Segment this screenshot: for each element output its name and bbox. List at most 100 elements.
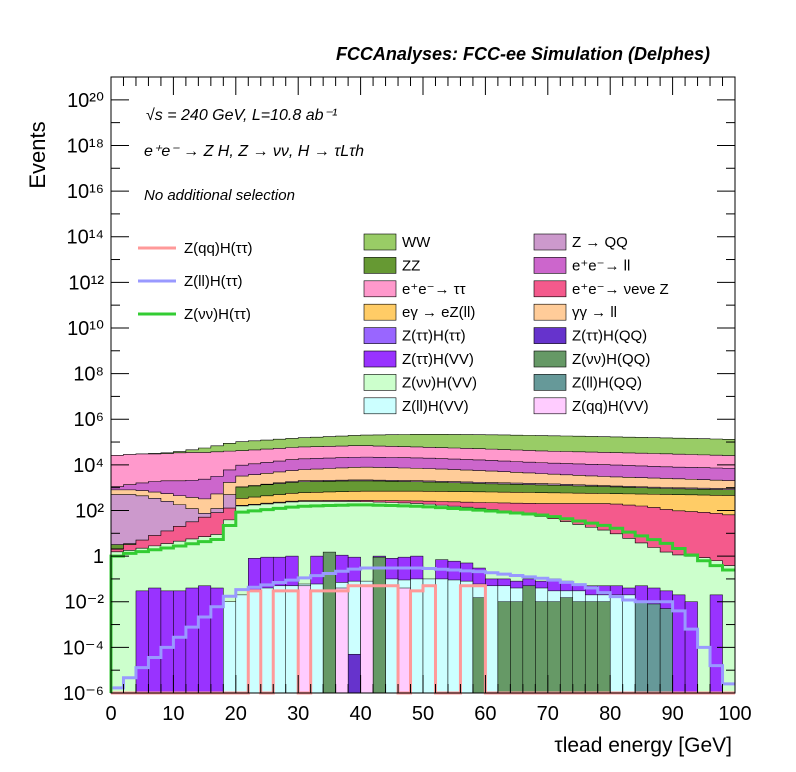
annotation-process: e⁺e⁻ → Z H, Z → νν, H → τLτh xyxy=(144,143,364,160)
signal-bar-76 xyxy=(510,601,524,694)
legend-box-swatch xyxy=(363,327,397,344)
legend-signals: Z(qq)H(ττ) Z(ll)H(ττ) Z(νν)H(ττ) xyxy=(138,240,253,323)
signal-bar-3 xyxy=(173,590,187,694)
legend-box-swatch xyxy=(533,257,567,274)
signal-bar-80 xyxy=(560,597,574,694)
legend-label: WW xyxy=(402,234,431,251)
signal-bar-2 xyxy=(160,590,174,694)
legend-label: Z(νν)H(QQ) xyxy=(572,351,650,368)
legend-box-swatch xyxy=(533,327,567,344)
legend-label: Z(ll)H(VV) xyxy=(402,398,469,415)
y-tick-label: 10¹² xyxy=(68,272,104,294)
y-tick-label: 1 xyxy=(93,546,104,568)
legend-box-swatch xyxy=(363,350,397,368)
signal-bar-86 xyxy=(659,608,673,694)
legend-box-swatch xyxy=(363,280,397,298)
legend-box-swatch xyxy=(363,233,397,251)
legend-label: Z(ττ)H(VV) xyxy=(402,351,474,368)
y-tick-labels: 10⁻⁶ 10⁻⁴ 10⁻² 1 10² 10⁴ 10⁶ 10⁸ 10¹⁰ 10¹² 10¹⁴ 10¹… xyxy=(63,90,105,705)
signal-bar-41 xyxy=(235,594,249,694)
signal-bar-5 xyxy=(198,585,212,694)
legend-box-swatch xyxy=(533,374,567,391)
legend-label: γγ → ll xyxy=(572,304,617,321)
signal-bar-74 xyxy=(472,597,486,694)
annotation-selection: No additional selection xyxy=(144,187,295,204)
signal-bar-57 xyxy=(447,579,461,694)
x-tick-label: 90 xyxy=(661,703,683,725)
y-tick-label: 10⁻⁶ xyxy=(63,683,104,705)
signal-bar-1 xyxy=(148,587,162,694)
chart-title: FCCAnalyses: FCC-ee Simulation (Delphes) xyxy=(336,44,710,64)
signal-bar-83 xyxy=(597,601,611,694)
signal-bar-43 xyxy=(260,587,274,694)
y-tick-label: 10¹⁴ xyxy=(67,227,105,249)
legend-label: ZZ xyxy=(402,257,420,274)
legend-label: Z(qq)H(ττ) xyxy=(184,240,253,257)
x-tick-label: 0 xyxy=(105,703,116,725)
y-tick-label: 10²⁰ xyxy=(67,90,104,112)
legend-label: eγ → eZ(ll) xyxy=(402,304,475,321)
legend-label: e⁺e⁻→ ττ xyxy=(402,281,466,298)
signal-bar-4 xyxy=(185,587,199,694)
signal-bar-39 xyxy=(709,594,723,694)
signal-bar-55 xyxy=(422,578,436,694)
signal-bar-85 xyxy=(647,603,661,694)
y-tick-label: 10⁴ xyxy=(73,455,104,477)
legend-label: Z(ττ)H(QQ) xyxy=(572,328,647,345)
signal-bar-78 xyxy=(535,601,549,694)
legend-backgrounds-1: WW ZZ e⁺e⁻→ ττ eγ → eZ(ll) Z(ττ)H(ττ) Z(ττ)H(… xyxy=(363,233,477,415)
legend-label: Z(ll)H(QQ) xyxy=(572,374,642,391)
signal-bar-44 xyxy=(272,585,286,694)
legend-box-swatch xyxy=(363,397,397,415)
legend-label: e⁺e⁻→ ll xyxy=(572,257,630,274)
signal-bar-0 xyxy=(135,590,149,694)
x-tick-label: 30 xyxy=(287,703,309,725)
y-tick-label: 10⁸ xyxy=(73,364,104,386)
signal-bar-40 xyxy=(223,601,237,694)
legend-box-swatch xyxy=(363,257,397,274)
legend-box-swatch xyxy=(363,303,397,321)
y-tick-label: 10⁻⁴ xyxy=(63,637,104,659)
legend-label: Z(νν)H(VV) xyxy=(402,374,477,391)
signal-bar-89 xyxy=(335,587,349,694)
y-tick-label: 10¹⁰ xyxy=(67,318,104,340)
legend-label: Z(ττ)H(ττ) xyxy=(402,328,466,345)
signal-bar-47 xyxy=(310,583,324,694)
signal-bar-79 xyxy=(547,601,561,694)
signal-bar-45 xyxy=(285,585,299,694)
signal-bar-88 xyxy=(297,585,311,694)
signal-bar-71 xyxy=(622,594,636,694)
x-axis-label: τlead energy [GeV] xyxy=(554,734,732,757)
axis-ticks xyxy=(110,76,736,694)
x-tick-label: 40 xyxy=(349,703,371,725)
x-tick-label: 80 xyxy=(599,703,621,725)
x-tick-label: 20 xyxy=(225,703,247,725)
y-axis-label: Events xyxy=(25,121,50,188)
signal-bar-58 xyxy=(460,580,474,694)
legend-label: e⁺e⁻→ νeνe Z xyxy=(572,281,669,298)
signal-bar-54 xyxy=(410,578,424,694)
legend-label: Z(qq)H(VV) xyxy=(572,398,649,415)
signal-line-1 xyxy=(109,566,735,693)
y-tick-label: 10¹⁶ xyxy=(67,181,104,203)
signal-bar-82 xyxy=(584,601,598,694)
signal-bar-38 xyxy=(684,601,698,694)
signal-bar-42 xyxy=(248,590,262,694)
legend-box-swatch xyxy=(363,374,397,391)
legend-label: Z(ll)H(ττ) xyxy=(184,273,243,290)
legend-box-swatch xyxy=(533,233,567,251)
x-tick-label: 10 xyxy=(162,703,184,725)
x-tick-labels: 0 10 20 30 40 50 60 70 80 90 100 xyxy=(105,703,751,725)
legend-label: Z → QQ xyxy=(572,234,628,251)
y-tick-label: 10² xyxy=(75,500,104,522)
legend-box-swatch xyxy=(533,303,567,321)
signal-bar-70 xyxy=(609,594,623,694)
signal-line-2 xyxy=(109,503,735,693)
x-tick-label: 70 xyxy=(537,703,559,725)
signal-bar-52 xyxy=(385,578,399,694)
x-tick-label: 100 xyxy=(718,703,751,725)
signal-bar-87 xyxy=(347,653,361,694)
signal-bar-81 xyxy=(572,601,586,694)
legend-box-swatch xyxy=(533,350,567,368)
